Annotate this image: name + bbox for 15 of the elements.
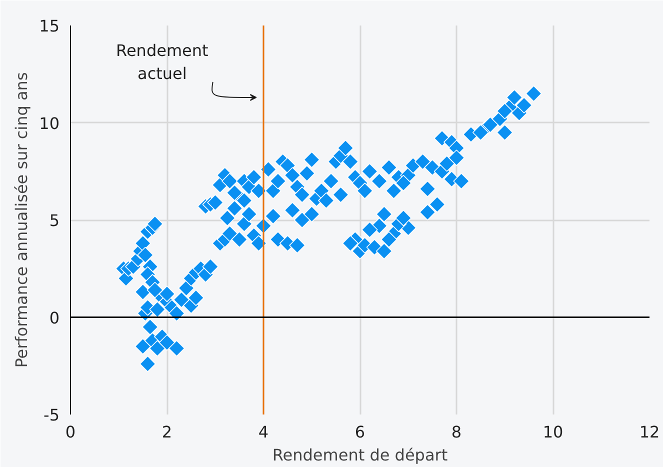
x-tick-label: 6 (354, 422, 366, 442)
x-tick-label: 8 (451, 422, 462, 442)
y-tick-label: 5 (49, 211, 60, 230)
x-axis-title: Rendement de départ (272, 446, 448, 464)
x-tick-label: 0 (65, 422, 76, 442)
y-tick-label: 15 (39, 16, 60, 36)
x-tick-label: 2 (162, 422, 172, 442)
y-tick-label: -5 (44, 406, 60, 424)
ref-line-label: Rendement actuel (116, 41, 208, 83)
y-axis-title: Performance annualisée sur cinq ans (12, 72, 32, 368)
x-tick-label: 10 (542, 422, 564, 442)
x-tick-label: 4 (258, 422, 269, 442)
y-tick-label: 0 (49, 308, 60, 328)
x-tick-label: 12 (639, 422, 660, 442)
y-tick-label: 10 (39, 114, 60, 133)
